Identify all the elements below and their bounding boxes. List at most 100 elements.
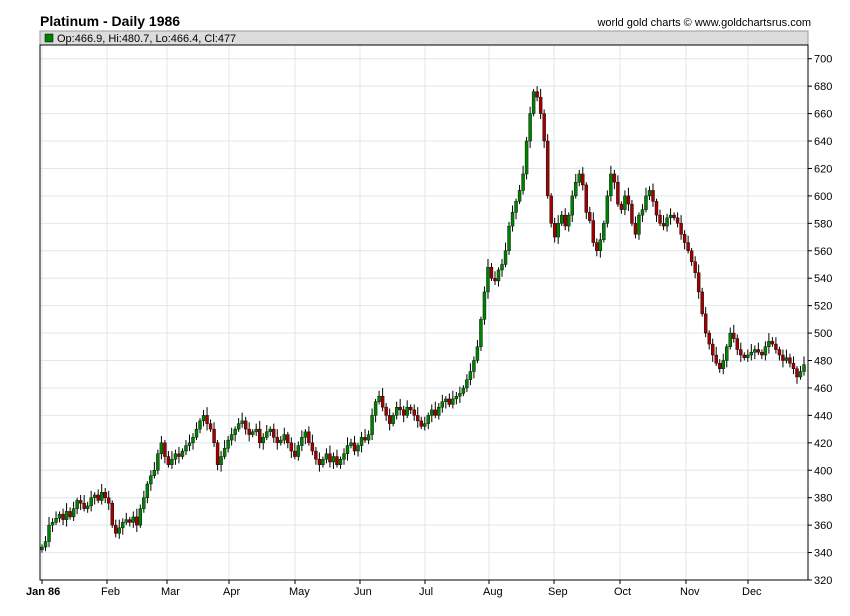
candle-body bbox=[409, 406, 413, 411]
candle-body bbox=[689, 250, 694, 262]
candle-body bbox=[310, 442, 315, 452]
candle-body bbox=[732, 332, 736, 339]
x-tick-label: Jan 86 bbox=[26, 586, 60, 598]
y-tick-label: 340 bbox=[814, 548, 832, 560]
candle-body bbox=[598, 239, 603, 251]
candle-body bbox=[482, 291, 487, 320]
ohlc-legend-swatch bbox=[44, 33, 54, 43]
candle-body bbox=[647, 190, 652, 197]
candle-body bbox=[128, 519, 132, 523]
candle-body bbox=[423, 423, 427, 427]
candle-body bbox=[440, 401, 445, 408]
y-tick-label: 520 bbox=[814, 301, 832, 313]
chart-title: Platinum - Daily 1986 bbox=[40, 13, 180, 29]
candle-body bbox=[668, 214, 673, 219]
candle-body bbox=[767, 341, 771, 347]
candle-body bbox=[279, 439, 283, 444]
candle-body bbox=[419, 420, 423, 427]
candle-body bbox=[57, 513, 62, 519]
candle-body bbox=[777, 349, 782, 356]
candle-body bbox=[405, 406, 409, 416]
candle-body bbox=[753, 349, 757, 353]
candle-body bbox=[686, 242, 690, 251]
candle-body bbox=[461, 387, 466, 394]
candle-body bbox=[605, 195, 610, 224]
candle-body bbox=[802, 364, 806, 372]
y-tick-label: 480 bbox=[814, 356, 832, 368]
candle-body bbox=[373, 401, 378, 416]
candle-body bbox=[493, 278, 497, 282]
candle-body bbox=[356, 445, 360, 452]
candle-body bbox=[679, 223, 683, 235]
x-axis: Jan 86 Feb Mar Apr May Jun Jul Aug Sep Oct Nov Dec bbox=[26, 580, 762, 598]
candle-body bbox=[426, 415, 430, 424]
candle-body bbox=[377, 395, 381, 402]
candle-body bbox=[180, 450, 185, 457]
candle-body bbox=[725, 346, 729, 361]
candle-body bbox=[552, 223, 557, 238]
candle-body bbox=[303, 431, 308, 438]
x-tick-label: Dec bbox=[742, 586, 762, 598]
candle-body bbox=[201, 415, 206, 422]
candle-body bbox=[212, 428, 216, 444]
candle-body bbox=[588, 212, 592, 221]
candle-body bbox=[756, 349, 761, 353]
candle-body bbox=[275, 437, 279, 444]
candle-body bbox=[99, 492, 104, 501]
candle-body bbox=[581, 173, 585, 186]
candle-body bbox=[198, 420, 202, 430]
y-tick-label: 700 bbox=[814, 54, 832, 66]
candle-body bbox=[651, 190, 655, 202]
candle-body bbox=[282, 434, 286, 441]
candle-body bbox=[338, 459, 343, 465]
candle-body bbox=[258, 428, 262, 444]
candle-body bbox=[468, 371, 473, 380]
candle-body bbox=[675, 217, 680, 224]
candle-body bbox=[317, 459, 322, 465]
candle-body bbox=[236, 423, 241, 430]
candle-body bbox=[696, 272, 701, 293]
candle-body bbox=[401, 409, 406, 416]
candle-body bbox=[110, 502, 114, 526]
candle-body bbox=[50, 522, 55, 526]
candle-body bbox=[447, 398, 452, 405]
candle-body bbox=[135, 516, 139, 526]
candle-body bbox=[289, 442, 294, 452]
candle-body bbox=[770, 341, 775, 345]
candle-body bbox=[412, 409, 416, 416]
candle-body bbox=[342, 453, 346, 460]
candle-body bbox=[215, 442, 220, 465]
candle-body bbox=[616, 181, 620, 205]
y-tick-label: 360 bbox=[814, 520, 832, 532]
y-tick-label: 380 bbox=[814, 493, 832, 505]
candle-body bbox=[475, 346, 480, 361]
candle-body bbox=[458, 393, 462, 397]
candle-body bbox=[430, 409, 434, 416]
ohlc-legend-text: Op:466.9, Hi:480.7, Lo:466.4, Cl:477 bbox=[57, 33, 236, 45]
candle-body bbox=[222, 448, 227, 457]
candle-body bbox=[82, 502, 86, 509]
candle-body bbox=[739, 349, 743, 356]
candle-body bbox=[524, 140, 529, 175]
candle-body bbox=[187, 442, 192, 446]
candle-body bbox=[152, 470, 157, 476]
candle-body bbox=[531, 91, 536, 114]
candle-body bbox=[366, 434, 371, 441]
candle-body bbox=[208, 423, 213, 430]
candle-body bbox=[335, 456, 339, 465]
candle-body bbox=[47, 524, 51, 542]
candle-body bbox=[191, 437, 195, 444]
candle-body bbox=[229, 434, 234, 441]
candle-body bbox=[682, 234, 687, 243]
candle-body bbox=[328, 453, 332, 463]
candle-body bbox=[331, 456, 336, 463]
candle-body bbox=[784, 357, 789, 361]
candle-body bbox=[149, 475, 153, 485]
candle-body bbox=[472, 360, 476, 372]
candle-body bbox=[314, 450, 318, 460]
candle-body bbox=[658, 214, 662, 224]
candle-body bbox=[567, 214, 571, 227]
candle-body bbox=[703, 313, 708, 334]
candle-body bbox=[672, 214, 676, 219]
candle-body bbox=[654, 201, 659, 216]
